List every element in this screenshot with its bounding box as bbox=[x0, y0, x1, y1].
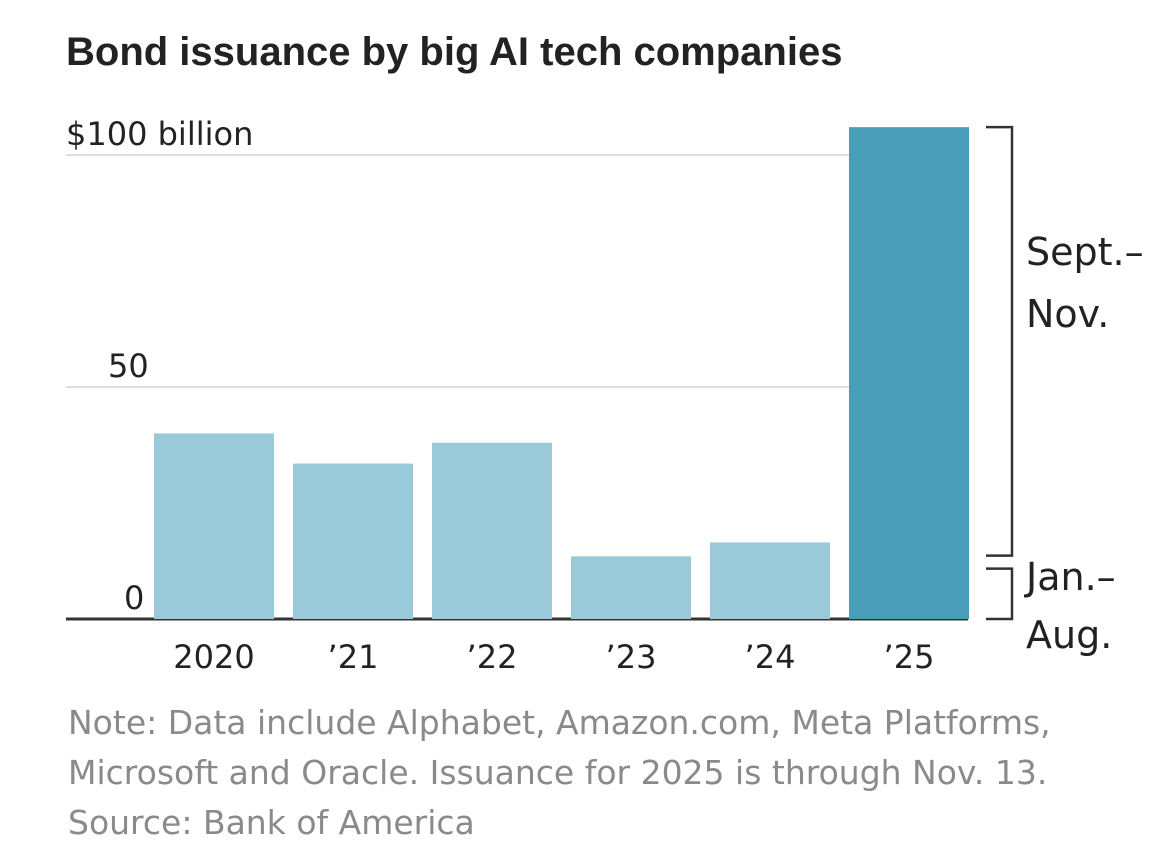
bracket-sept-nov bbox=[986, 125, 1014, 557]
bars bbox=[154, 127, 969, 619]
bar-21 bbox=[293, 463, 413, 619]
bar-22 bbox=[432, 442, 552, 619]
note-line-2: Microsoft and Oracle. Issuance for 2025 … bbox=[68, 753, 1048, 792]
annotation-lower: Jan.– bbox=[1024, 555, 1116, 599]
annotation-upper: Sept.– bbox=[1026, 230, 1144, 274]
bar-2020 bbox=[154, 433, 274, 619]
x-tick-label: ’22 bbox=[467, 638, 518, 676]
x-tick-label: ’23 bbox=[606, 638, 657, 676]
note-line-1: Note: Data include Alphabet, Amazon.com,… bbox=[68, 703, 1051, 742]
annotation-upper: Nov. bbox=[1026, 292, 1109, 336]
x-tick-label: ’25 bbox=[884, 638, 935, 676]
source-line: Source: Bank of America bbox=[68, 803, 475, 842]
bar-chart: $100 billion 50 0 2020 ’21 ’22 ’23 ’24 ’25 Sept.… bbox=[66, 115, 1144, 676]
chart-title: Bond issuance by big AI tech companies bbox=[66, 30, 843, 74]
period-annotations: Sept.– Nov. Jan.– Aug. bbox=[986, 125, 1144, 657]
x-tick-label: 2020 bbox=[173, 638, 254, 676]
axis-labels: $100 billion 50 0 2020 ’21 ’22 ’23 ’24 ’25 bbox=[66, 115, 934, 676]
x-tick-label: ’24 bbox=[745, 638, 796, 676]
y-tick-label: 50 bbox=[108, 347, 149, 385]
x-tick-label: ’21 bbox=[328, 638, 379, 676]
bar-23 bbox=[571, 556, 691, 619]
bar-24 bbox=[710, 542, 830, 619]
bracket-jan-aug bbox=[986, 567, 1014, 621]
y-tick-label: 0 bbox=[124, 579, 144, 617]
annotation-lower: Aug. bbox=[1026, 613, 1112, 657]
y-tick-label: $100 billion bbox=[66, 115, 253, 153]
chart-note: Note: Data include Alphabet, Amazon.com,… bbox=[68, 698, 1051, 848]
bar-25 bbox=[849, 127, 969, 619]
